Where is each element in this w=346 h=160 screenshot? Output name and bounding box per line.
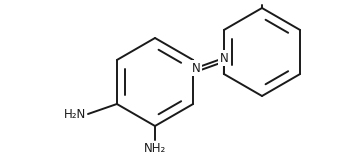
Text: N: N (220, 52, 228, 64)
Text: NH₂: NH₂ (144, 142, 166, 155)
Text: H₂N: H₂N (64, 108, 86, 120)
Text: Cl: Cl (256, 0, 268, 3)
Text: N: N (192, 61, 200, 75)
